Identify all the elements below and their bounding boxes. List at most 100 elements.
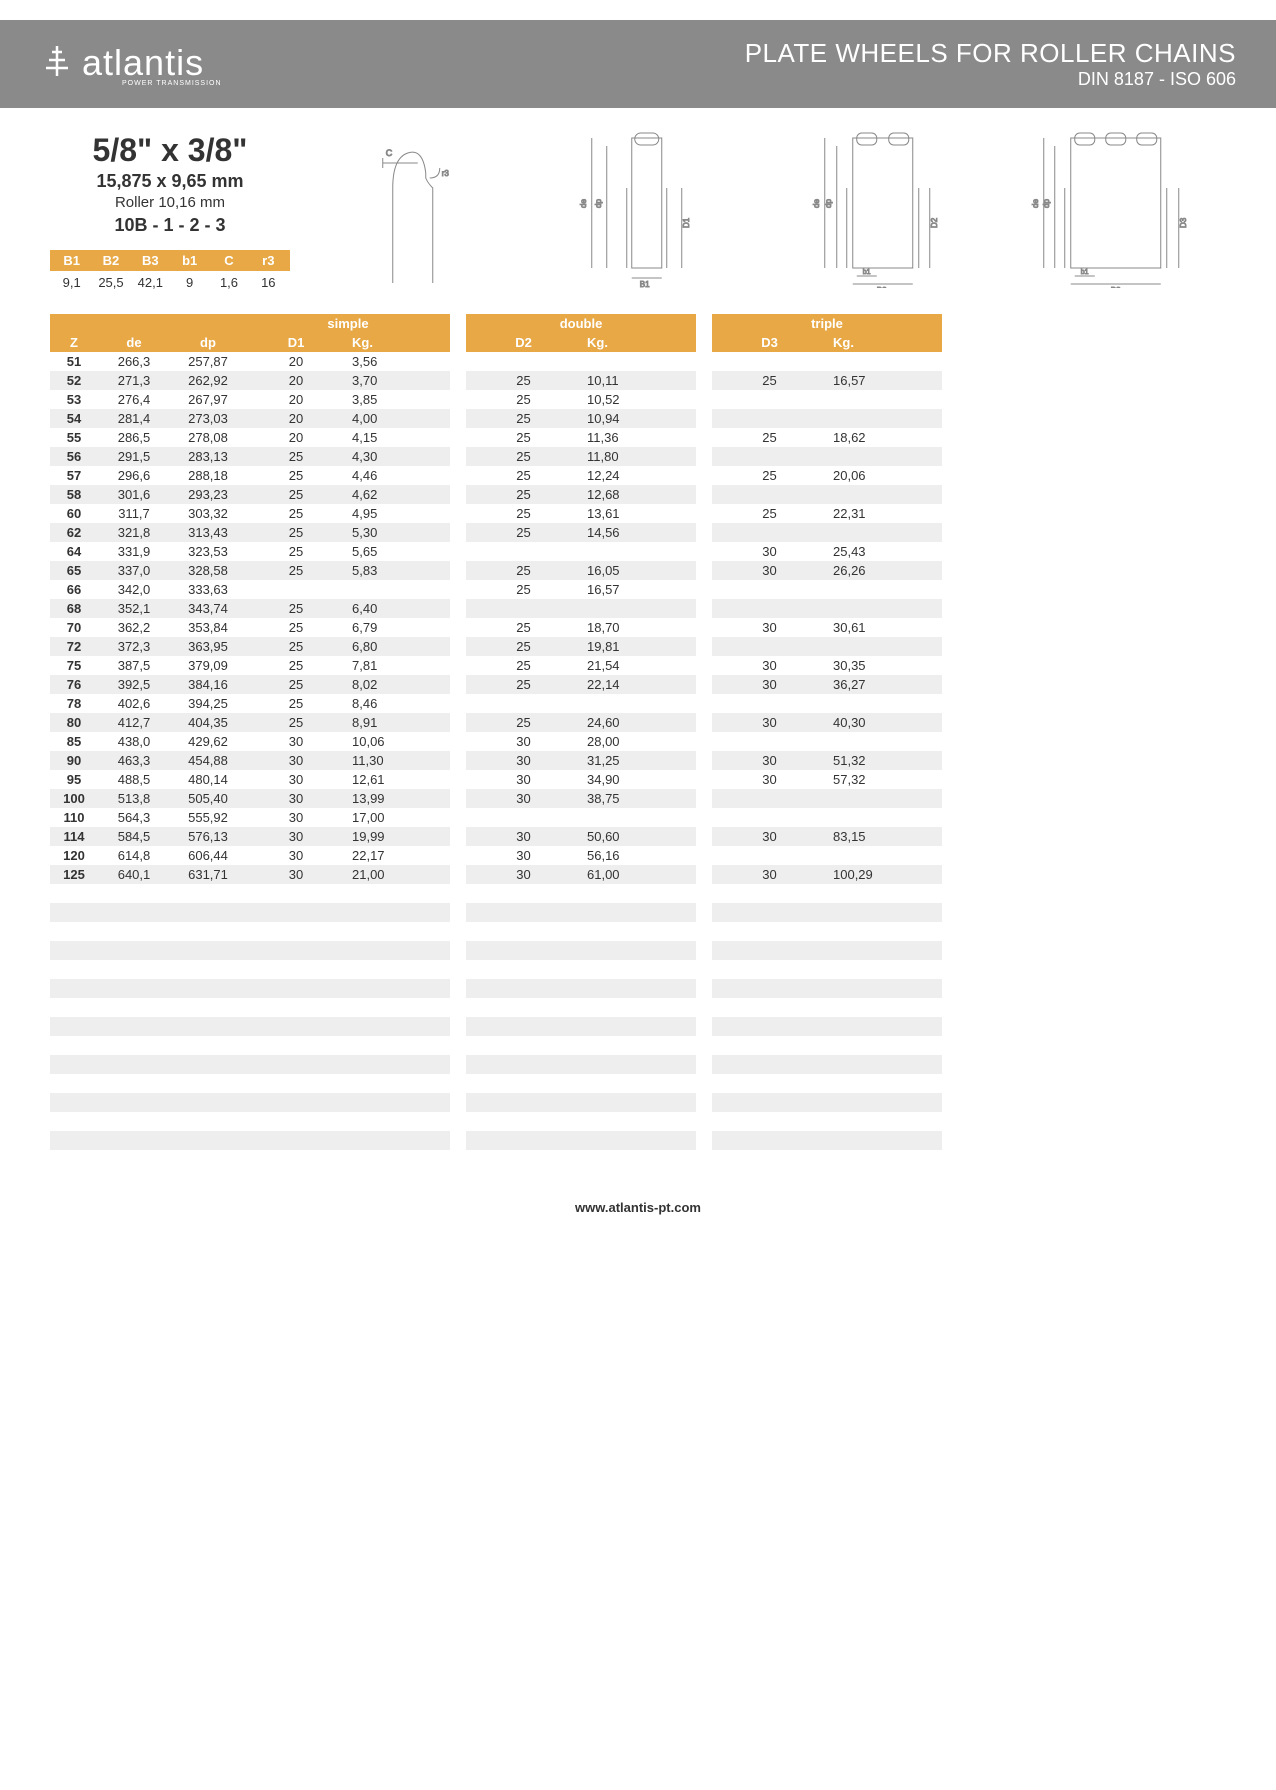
table-row: 30100,29 (712, 865, 942, 884)
table-cell: 13,61 (581, 506, 696, 521)
table-cell: 56 (50, 449, 98, 464)
table-cell: 16,57 (581, 582, 696, 597)
table-cell: 480,14 (170, 772, 246, 787)
technical-diagrams: C r3 de (310, 128, 1226, 293)
table-row: 2512,68 (466, 485, 696, 504)
table-row: 51266,3257,87203,56 (50, 352, 450, 371)
table-cell: 38,75 (581, 791, 696, 806)
table-cell: 4,00 (346, 411, 436, 426)
svg-text:b1: b1 (863, 269, 871, 276)
table-cell: 40,30 (827, 715, 942, 730)
table-cell: 614,8 (98, 848, 170, 863)
group-title-triple: triple (712, 314, 942, 333)
table-row (712, 485, 942, 504)
table-cell: 20 (246, 354, 346, 369)
table-row: 68352,1343,74256,40 (50, 599, 450, 618)
table-row: 75387,5379,09257,81 (50, 656, 450, 675)
table-cell: 70 (50, 620, 98, 635)
table-row: 2524,60 (466, 713, 696, 732)
table-row (466, 694, 696, 713)
table-cell: 25 (466, 468, 581, 483)
table-cell: 30 (466, 734, 581, 749)
table-cell: 20 (246, 411, 346, 426)
table-cell: 8,02 (346, 677, 436, 692)
table-row (712, 1093, 942, 1112)
table-row (466, 1131, 696, 1150)
table-cell: 25 (466, 563, 581, 578)
table-cell: 25 (246, 487, 346, 502)
col-group-triple: triple D3 Kg. 2516,572518,622520,062522,… (712, 314, 942, 1150)
table-cell: 30 (712, 715, 827, 730)
table-row: 54281,4273,03204,00 (50, 409, 450, 428)
table-row (50, 960, 450, 979)
table-row (712, 409, 942, 428)
table-cell: 25 (466, 506, 581, 521)
table-cell: 12,61 (346, 772, 436, 787)
table-row (466, 808, 696, 827)
table-row (50, 1017, 450, 1036)
table-row (712, 922, 942, 941)
svg-text:r3: r3 (442, 169, 450, 178)
table-row (50, 903, 450, 922)
table-row: 95488,5480,143012,61 (50, 770, 450, 789)
table-cell: 30 (712, 544, 827, 559)
table-cell: 362,2 (98, 620, 170, 635)
table-row (466, 941, 696, 960)
table-row: 3030,35 (712, 656, 942, 675)
table-row (50, 998, 450, 1017)
table-cell: 5,65 (346, 544, 436, 559)
table-row (712, 523, 942, 542)
table-cell: 404,35 (170, 715, 246, 730)
table-cell: 25 (466, 639, 581, 654)
table-cell: 21,00 (346, 867, 436, 882)
table-cell: 20 (246, 430, 346, 445)
svg-text:B3: B3 (1110, 286, 1120, 288)
table-cell: 12,68 (581, 487, 696, 502)
table-cell: 387,5 (98, 658, 170, 673)
table-cell: 25,43 (827, 544, 942, 559)
table-cell: 25 (466, 449, 581, 464)
table-row (712, 903, 942, 922)
table-row: 56291,5283,13254,30 (50, 447, 450, 466)
col-d2: D2 (466, 333, 581, 352)
table-cell: 262,92 (170, 373, 246, 388)
header-bar: atlantis POWER TRANSMISSION PLATE WHEELS… (0, 20, 1276, 108)
table-cell: 76 (50, 677, 98, 692)
col-group-simple: simple Z de dp D1 Kg. 51266,3257,87203,5… (50, 314, 450, 1150)
svg-text:D1: D1 (681, 217, 690, 228)
svg-text:dp: dp (593, 199, 602, 208)
col-dp: dp (170, 333, 246, 352)
table-cell: 25 (466, 487, 581, 502)
table-cell: 286,5 (98, 430, 170, 445)
group-title-double: double (466, 314, 696, 333)
table-row: 78402,6394,25258,46 (50, 694, 450, 713)
table-cell: 353,84 (170, 620, 246, 635)
table-row: 2510,11 (466, 371, 696, 390)
table-row: 2518,70 (466, 618, 696, 637)
table-cell: 52 (50, 373, 98, 388)
roller-text: Roller 10,16 mm (50, 194, 290, 211)
table-cell: 384,16 (170, 677, 246, 692)
table-row (712, 1055, 942, 1074)
table-cell: 66 (50, 582, 98, 597)
table-row (50, 1112, 450, 1131)
table-cell: 55 (50, 430, 98, 445)
table-cell: 555,92 (170, 810, 246, 825)
table-cell: 19,81 (581, 639, 696, 654)
table-row: 3056,16 (466, 846, 696, 865)
table-cell: 36,27 (827, 677, 942, 692)
table-row (466, 1074, 696, 1093)
table-row (712, 846, 942, 865)
table-cell: 25 (712, 506, 827, 521)
small-table-header-cell: B1 (52, 253, 91, 268)
table-cell: 267,97 (170, 392, 246, 407)
table-cell: 266,3 (98, 354, 170, 369)
table-cell: 281,4 (98, 411, 170, 426)
table-cell: 22,14 (581, 677, 696, 692)
table-row (50, 1074, 450, 1093)
table-cell: 30 (712, 867, 827, 882)
table-cell: 30 (246, 753, 346, 768)
table-cell: 273,03 (170, 411, 246, 426)
table-cell: 25 (466, 392, 581, 407)
table-row: 52271,3262,92203,70 (50, 371, 450, 390)
